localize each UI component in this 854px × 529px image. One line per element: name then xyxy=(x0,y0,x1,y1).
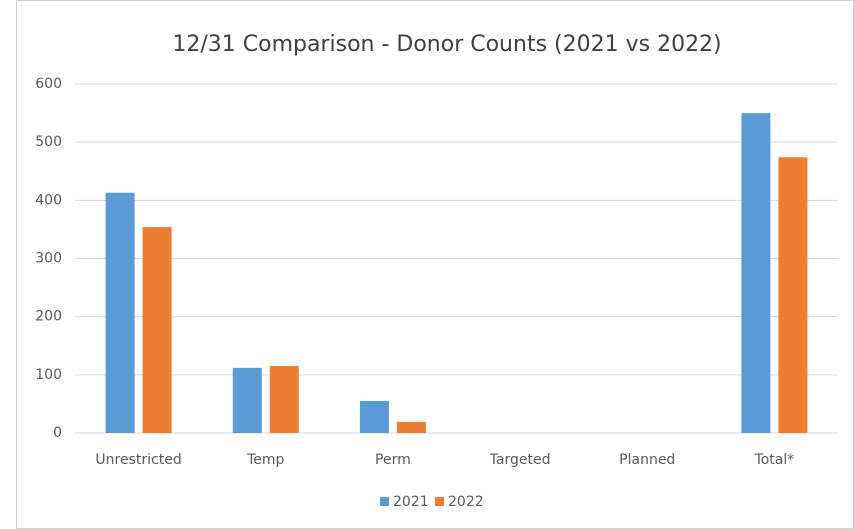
chart-frame xyxy=(16,0,854,529)
x-tick-label: Unrestricted xyxy=(95,452,181,468)
y-tick-label: 100 xyxy=(35,367,62,383)
bar xyxy=(778,157,808,434)
bar xyxy=(741,113,771,433)
x-tick-label: Temp xyxy=(246,452,284,468)
bar xyxy=(359,401,389,433)
x-tick-label: Targeted xyxy=(489,452,551,468)
y-tick-label: 400 xyxy=(35,192,62,208)
x-tick-label: Planned xyxy=(619,452,675,468)
legend-swatch xyxy=(380,497,389,506)
x-tick-label: Perm xyxy=(375,452,411,468)
chart-title: 12/31 Comparison - Donor Counts (2021 vs… xyxy=(172,32,721,57)
legend-label: 2021 xyxy=(393,494,429,510)
bar xyxy=(232,367,262,433)
bar xyxy=(142,227,172,433)
y-tick-label: 300 xyxy=(35,251,62,267)
y-tick-label: 600 xyxy=(35,76,62,92)
y-tick-label: 200 xyxy=(35,309,62,325)
legend-label: 2022 xyxy=(448,494,484,510)
bar xyxy=(105,192,135,433)
bar xyxy=(396,421,426,433)
y-tick-label: 0 xyxy=(53,425,62,441)
bar xyxy=(269,366,299,433)
y-tick-label: 500 xyxy=(35,134,62,150)
legend-swatch xyxy=(435,497,444,506)
x-tick-label: Total* xyxy=(754,452,795,468)
